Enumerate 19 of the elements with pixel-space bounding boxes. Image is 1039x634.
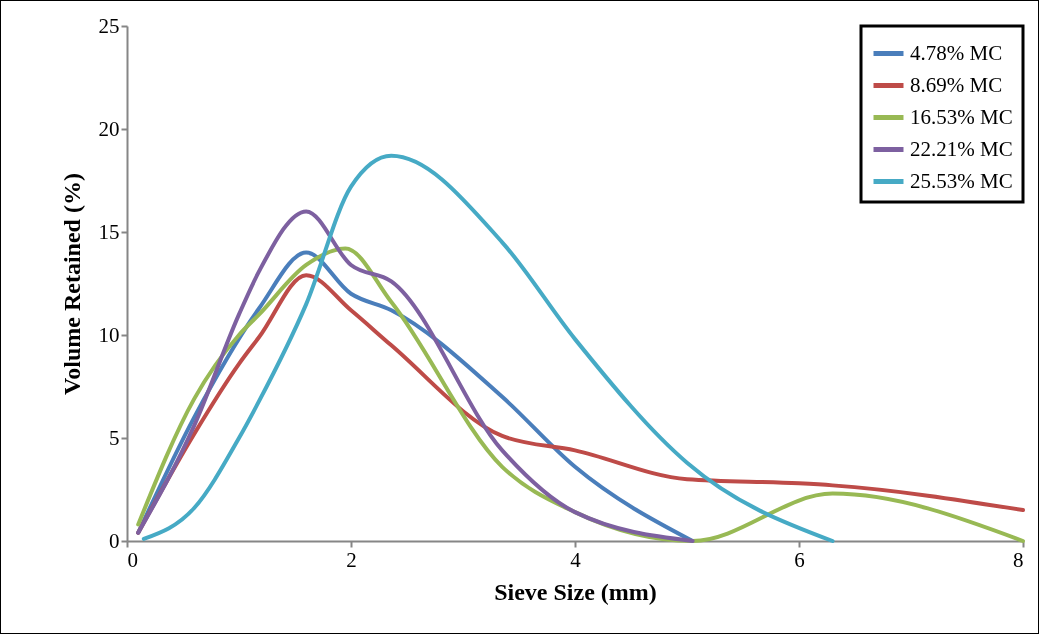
x-tick-label: 2 (346, 547, 357, 572)
x-tick-label: 8 (1013, 547, 1024, 572)
x-tick-label: 0 (127, 547, 138, 572)
x-axis-title: Sieve Size (mm) (494, 578, 657, 605)
line-series (141, 153, 835, 543)
legend-label: 22.21% MC (910, 136, 1013, 161)
y-tick-label: 10 (98, 322, 120, 347)
y-tick-label: 5 (109, 425, 120, 450)
x-tick-label: 4 (570, 547, 582, 572)
y-tick-label: 15 (98, 219, 120, 244)
legend-label: 4.78% MC (910, 40, 1003, 65)
y-tick-label: 25 (98, 13, 120, 38)
legend-label: 8.69% MC (910, 72, 1003, 97)
legend-label: 25.53% MC (910, 168, 1013, 193)
y-tick-label: 0 (109, 528, 120, 553)
legend-label: 16.53% MC (910, 104, 1013, 129)
y-axis-title: Volume Retained (%) (58, 173, 85, 395)
y-tick-label: 20 (98, 116, 120, 141)
x-tick-label: 6 (794, 547, 805, 572)
